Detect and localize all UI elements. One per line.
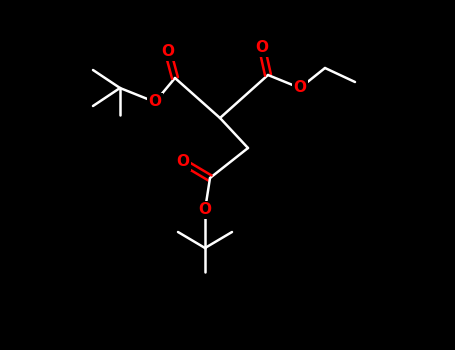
Text: O: O [293,80,307,96]
Text: O: O [198,203,212,217]
Text: O: O [162,44,175,60]
Text: O: O [148,94,162,110]
Text: O: O [177,154,189,169]
Text: O: O [256,41,268,56]
